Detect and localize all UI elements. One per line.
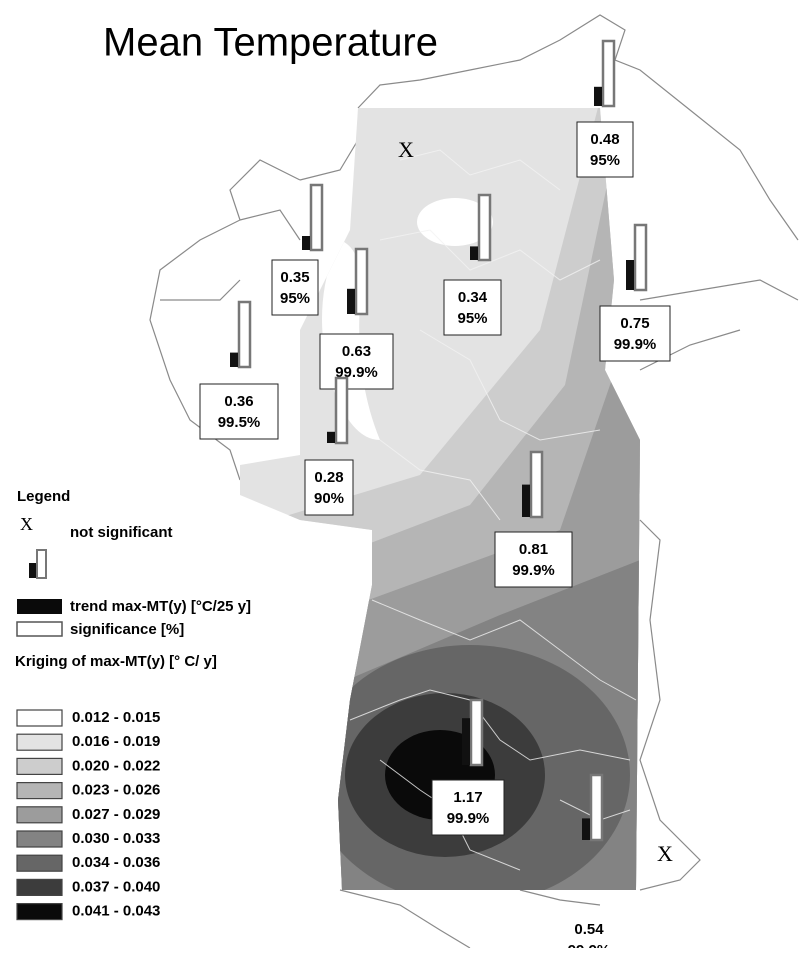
class-swatch (16, 781, 63, 800)
kriging-title: Kriging of max-MT(y) [° C/ y] (15, 653, 217, 670)
not-significant-marker: X (398, 137, 414, 162)
trend-label: 0.81 (519, 541, 548, 558)
not-significant-marker: X (657, 841, 673, 866)
label-box (199, 383, 279, 440)
label-box (576, 121, 634, 178)
significance-bar (477, 193, 492, 262)
significance-label: 95% (590, 152, 620, 169)
label-box (271, 259, 319, 316)
significance-bar (334, 376, 349, 445)
class-label: 0.034 - 0.036 (72, 854, 160, 871)
class-label: 0.023 - 0.026 (72, 782, 160, 799)
station: 0.81 99.9% (494, 450, 573, 588)
trend-label: 0.35 (280, 269, 309, 286)
significance-label: 99.9% (614, 336, 657, 353)
legend-not-significant: not significant (70, 524, 173, 541)
station: 0.48 95% (576, 39, 634, 178)
class-label: 0.020 - 0.022 (72, 757, 160, 774)
significance-label: 99.9% (335, 364, 378, 381)
station: 0.36 99.5% (199, 300, 279, 440)
station: 0.28 90% (304, 376, 354, 516)
class-label: 0.016 - 0.019 (72, 733, 160, 750)
significance-bar (529, 450, 544, 519)
significance-bar (469, 698, 484, 767)
legend-significance-swatch (16, 621, 63, 637)
station: 1.17 99.9% (431, 698, 505, 836)
station: 0.54 99.9% (568, 773, 611, 953)
trend-bar (470, 246, 478, 260)
label-box (599, 305, 671, 362)
label-box (319, 333, 394, 390)
legend-trend: trend max-MT(y) [°C/25 y] (70, 598, 251, 615)
trend-bar (230, 352, 238, 367)
significance-label: 99.5% (218, 414, 261, 431)
significance-bar (589, 773, 604, 842)
class-swatch (16, 902, 63, 921)
trend-label: 1.17 (453, 789, 482, 806)
trend-bar (302, 236, 310, 250)
class-label: 0.041 - 0.043 (72, 903, 160, 920)
significance-bar (309, 183, 324, 252)
trend-bar (582, 818, 590, 840)
significance-bar (237, 300, 252, 369)
legend: Legend X not significant trend max-MT(y)… (15, 488, 251, 921)
class-label: 0.030 - 0.033 (72, 830, 160, 847)
significance-label: 95% (280, 290, 310, 307)
significance-label: 99.9% (568, 942, 611, 948)
trend-label: 0.36 (224, 393, 253, 410)
class-label: 0.037 - 0.040 (72, 878, 160, 895)
label-box (431, 779, 505, 836)
significance-label: 99.9% (447, 810, 490, 827)
significance-bar (354, 247, 369, 316)
significance-bar (633, 223, 648, 292)
trend-label: 0.54 (574, 921, 604, 938)
trend-bar (327, 431, 335, 443)
trend-bar (522, 484, 530, 517)
station: 0.35 95% (271, 183, 324, 316)
legend-symbol: X (20, 514, 33, 534)
legend-trend-swatch (17, 599, 62, 614)
label-box (304, 459, 354, 516)
kriging-classes: 0.012 - 0.015 0.016 - 0.019 0.020 - 0.022 0… (16, 709, 160, 921)
trend-bar (626, 260, 634, 290)
class-swatch (16, 709, 63, 727)
class-swatch (16, 854, 63, 872)
label-box (443, 279, 502, 336)
class-label: 0.027 - 0.029 (72, 806, 160, 823)
station: 0.75 99.9% (599, 223, 671, 362)
class-swatch (16, 733, 63, 751)
trend-bar (347, 288, 355, 314)
trend-label: 0.75 (620, 315, 649, 332)
class-label: 0.012 - 0.015 (72, 709, 160, 726)
trend-label: 0.48 (590, 131, 619, 148)
legend-significance: significance [%] (70, 621, 184, 638)
trend-label: 0.28 (314, 469, 343, 486)
class-swatch (16, 806, 63, 824)
title: Mean Temperature (103, 21, 438, 65)
trend-bar (462, 718, 470, 765)
trend-label: 0.63 (342, 343, 371, 360)
significance-label: 99.9% (512, 562, 555, 579)
trend-label: 0.34 (458, 289, 488, 306)
class-swatch (16, 878, 63, 897)
station: 0.34 95% (443, 193, 502, 336)
significance-bar (601, 39, 616, 108)
legend-icon (29, 549, 47, 579)
significance-label: 95% (457, 310, 487, 327)
class-swatch (16, 757, 63, 776)
class-swatch (16, 830, 63, 848)
inner-boundaries (349, 149, 637, 871)
significance-label: 90% (314, 490, 344, 507)
trend-bar (594, 86, 602, 106)
station: 0.63 99.9% (319, 247, 394, 390)
zone (417, 198, 493, 246)
legend-title: Legend (17, 488, 70, 505)
label-box (494, 531, 573, 588)
